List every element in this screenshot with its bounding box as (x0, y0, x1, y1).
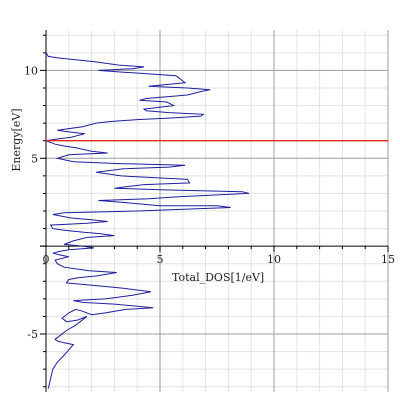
x-tick-label: 5 (157, 253, 164, 266)
minor-grid (46, 30, 388, 392)
x-axis-title: Total_DOS[1/eV] (172, 271, 264, 284)
y-tick-label: 10 (24, 64, 38, 77)
y-axis-title: Energy[eV] (10, 108, 23, 171)
dos-curve (44, 52, 250, 389)
x-tick-label: 0 (43, 253, 50, 266)
x-tick-label: 15 (381, 253, 395, 266)
y-tick-label: 5 (31, 152, 38, 165)
y-tick-label: -5 (27, 328, 38, 341)
tick-labels: 0 5 10 15 -5 5 10 (24, 64, 395, 341)
major-grid (46, 30, 389, 392)
axis-ticks (40, 34, 389, 388)
x-tick-label: 10 (267, 253, 281, 266)
